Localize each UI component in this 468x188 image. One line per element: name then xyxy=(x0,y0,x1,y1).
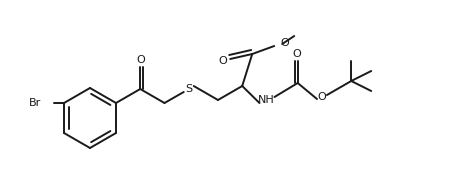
Text: O: O xyxy=(280,38,289,48)
Text: S: S xyxy=(185,84,192,94)
Text: NH: NH xyxy=(258,95,275,105)
Text: Br: Br xyxy=(29,98,41,108)
Text: O: O xyxy=(219,56,227,66)
Text: O: O xyxy=(292,49,301,59)
Text: O: O xyxy=(137,55,146,65)
Text: O: O xyxy=(318,92,326,102)
